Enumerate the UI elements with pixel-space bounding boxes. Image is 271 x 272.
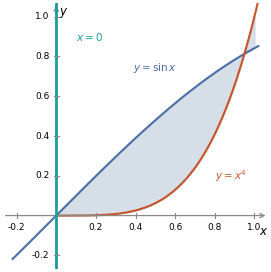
Text: -0.2: -0.2 xyxy=(8,222,25,231)
Text: $y = x^4$: $y = x^4$ xyxy=(215,168,247,184)
Text: y: y xyxy=(60,5,67,18)
Text: $y = \sin x$: $y = \sin x$ xyxy=(133,61,177,75)
Text: 0.6: 0.6 xyxy=(35,92,49,101)
Text: -0.2: -0.2 xyxy=(32,251,49,260)
Text: $x = 0$: $x = 0$ xyxy=(76,30,103,42)
Text: 0.2: 0.2 xyxy=(89,222,103,231)
Text: 0.2: 0.2 xyxy=(35,171,49,180)
Text: 0.8: 0.8 xyxy=(35,52,49,61)
Text: x: x xyxy=(259,224,266,237)
Text: 0.6: 0.6 xyxy=(168,222,182,231)
Text: 1.0: 1.0 xyxy=(247,222,262,231)
Text: 1.0: 1.0 xyxy=(35,12,49,21)
Text: 0.8: 0.8 xyxy=(208,222,222,231)
Text: 0.4: 0.4 xyxy=(35,131,49,141)
Text: 0.4: 0.4 xyxy=(128,222,143,231)
